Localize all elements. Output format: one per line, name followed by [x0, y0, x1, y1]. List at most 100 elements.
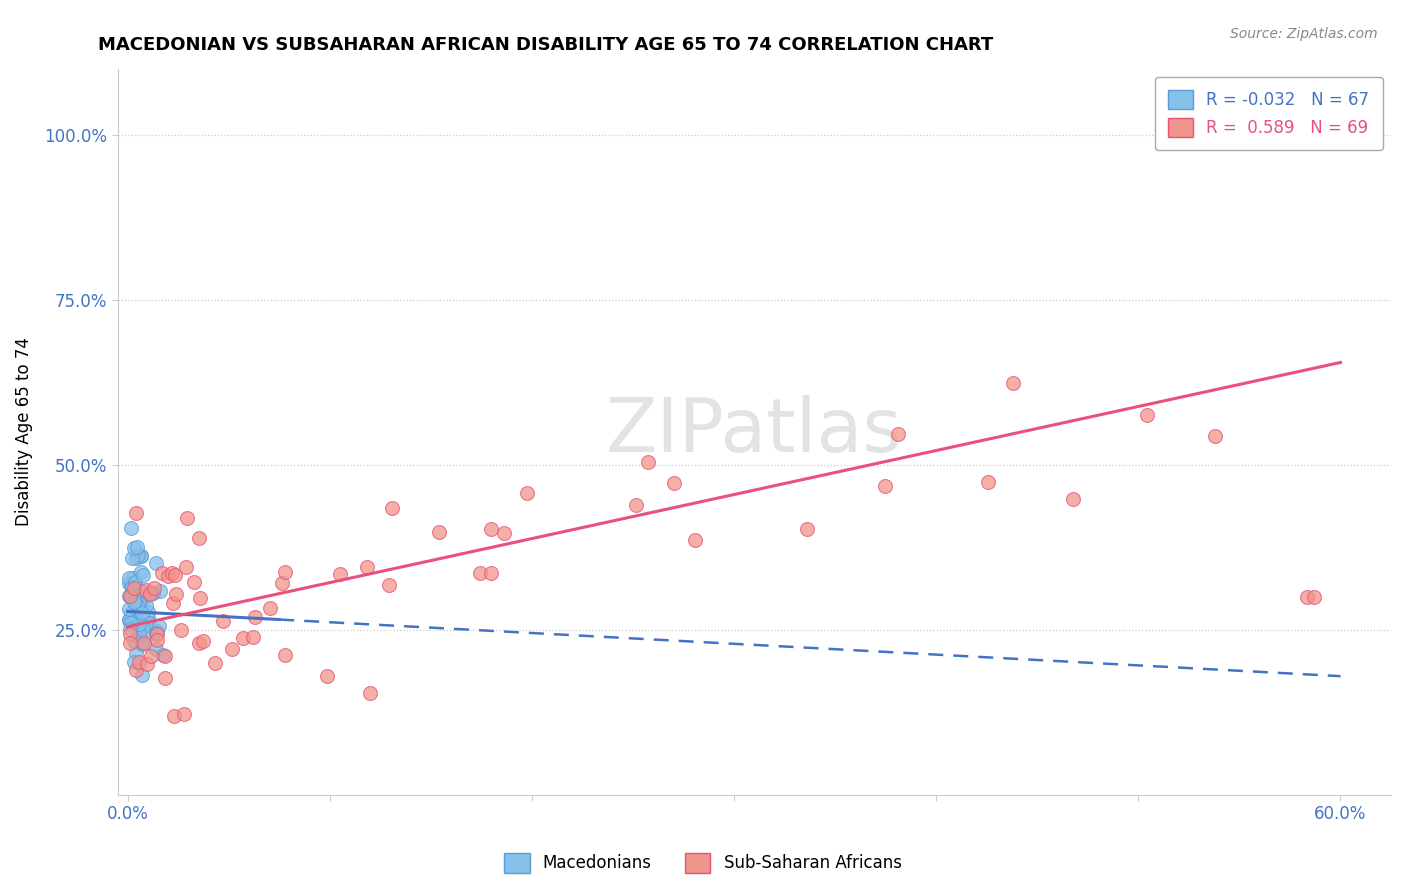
Point	[212, 614, 235, 628]
Point	[163, 567, 186, 582]
Point	[136, 628, 159, 642]
Point	[117, 589, 139, 603]
Point	[135, 598, 157, 612]
Point	[183, 575, 205, 590]
Point	[120, 521, 142, 535]
Point	[131, 634, 153, 648]
Point	[149, 583, 172, 598]
Point	[118, 602, 141, 616]
Point	[977, 475, 1000, 489]
Point	[122, 656, 145, 670]
Point	[381, 501, 404, 516]
Point	[138, 615, 160, 630]
Point	[662, 476, 685, 491]
Point	[1296, 590, 1319, 604]
Point	[131, 565, 153, 579]
Point	[127, 603, 149, 617]
Point	[131, 620, 153, 634]
Point	[377, 577, 399, 591]
Point	[468, 566, 491, 580]
Point	[153, 648, 176, 663]
Point	[138, 587, 160, 601]
Point	[131, 667, 153, 681]
Point	[128, 655, 150, 669]
Point	[122, 595, 145, 609]
Point	[136, 657, 159, 672]
Point	[118, 627, 141, 641]
Point	[174, 559, 197, 574]
Point	[156, 569, 179, 583]
Point	[796, 522, 818, 536]
Point	[259, 600, 281, 615]
Point	[148, 619, 170, 633]
Point	[1204, 429, 1226, 443]
Legend: R = -0.032   N = 67, R =  0.589   N = 69: R = -0.032 N = 67, R = 0.589 N = 69	[1154, 77, 1382, 151]
Point	[132, 591, 155, 606]
Point	[191, 634, 214, 648]
Point	[122, 541, 145, 555]
Point	[145, 625, 167, 640]
Point	[124, 574, 146, 589]
Point	[121, 551, 143, 566]
Point	[683, 533, 706, 548]
Point	[129, 549, 152, 563]
Point	[516, 486, 538, 500]
Point	[356, 560, 378, 574]
Point	[120, 590, 142, 604]
Point	[1002, 376, 1025, 391]
Point	[274, 648, 297, 662]
Point	[152, 648, 174, 663]
Point	[624, 498, 647, 512]
Point	[120, 606, 142, 620]
Point	[127, 588, 149, 602]
Point	[121, 570, 143, 584]
Point	[129, 549, 152, 563]
Point	[122, 581, 145, 595]
Point	[125, 646, 148, 660]
Point	[162, 595, 184, 609]
Point	[122, 610, 145, 624]
Point	[163, 708, 186, 723]
Point	[427, 524, 450, 539]
Point	[122, 633, 145, 648]
Point	[125, 599, 148, 613]
Point	[160, 566, 183, 581]
Point	[125, 550, 148, 565]
Point	[170, 623, 193, 637]
Point	[121, 580, 143, 594]
Point	[120, 635, 142, 649]
Point	[1136, 409, 1159, 423]
Point	[142, 581, 165, 595]
Point	[127, 614, 149, 628]
Point	[134, 636, 156, 650]
Point	[117, 576, 139, 591]
Point	[232, 631, 254, 645]
Point	[125, 540, 148, 554]
Point	[146, 632, 169, 647]
Point	[136, 611, 159, 625]
Point	[887, 426, 910, 441]
Legend: Macedonians, Sub-Saharan Africans: Macedonians, Sub-Saharan Africans	[498, 847, 908, 880]
Text: MACEDONIAN VS SUBSAHARAN AFRICAN DISABILITY AGE 65 TO 74 CORRELATION CHART: MACEDONIAN VS SUBSAHARAN AFRICAN DISABIL…	[98, 36, 994, 54]
Point	[124, 506, 146, 520]
Point	[145, 641, 167, 656]
Point	[315, 669, 337, 683]
Point	[329, 567, 352, 582]
Text: Source: ZipAtlas.com: Source: ZipAtlas.com	[1230, 27, 1378, 41]
Point	[176, 511, 198, 525]
Point	[121, 579, 143, 593]
Point	[117, 571, 139, 585]
Y-axis label: Disability Age 65 to 74: Disability Age 65 to 74	[15, 337, 32, 526]
Point	[131, 606, 153, 620]
Point	[128, 620, 150, 634]
Point	[139, 649, 162, 664]
Point	[125, 664, 148, 678]
Point	[125, 599, 148, 614]
Point	[242, 630, 264, 644]
Point	[221, 641, 243, 656]
Point	[1303, 590, 1326, 604]
Point	[1062, 491, 1084, 506]
Point	[134, 590, 156, 604]
Point	[124, 592, 146, 607]
Point	[274, 566, 297, 580]
